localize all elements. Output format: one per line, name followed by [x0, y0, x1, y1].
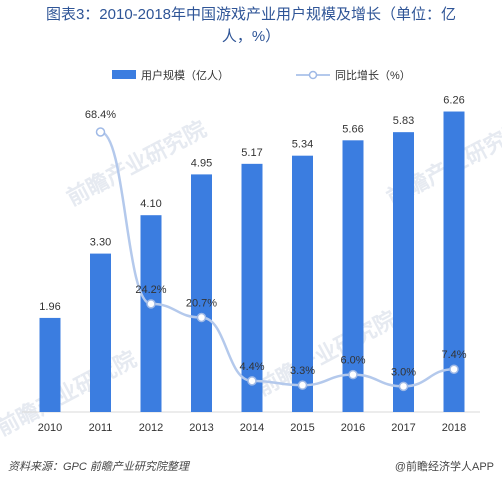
- x-tick-label: 2014: [240, 422, 264, 434]
- bar-value-label: 6.26: [443, 95, 464, 107]
- growth-value-label: 7.4%: [441, 349, 466, 361]
- growth-point: [247, 376, 257, 386]
- growth-value-label: 3.0%: [391, 366, 416, 378]
- bar-value-label: 5.66: [342, 123, 363, 135]
- x-tick-label: 2018: [442, 422, 466, 434]
- legend-line-label: 同比增长（%）: [335, 68, 411, 82]
- bar: [140, 215, 162, 412]
- x-tick-label: 2017: [391, 422, 415, 434]
- growth-point: [348, 369, 358, 380]
- legend-line-marker: [308, 70, 318, 80]
- x-tick-label: 2016: [341, 422, 365, 434]
- brand-credit: @前瞻经济学人APP: [394, 461, 494, 473]
- x-tick-label: 2011: [89, 422, 113, 434]
- growth-point: [146, 299, 156, 309]
- bar: [342, 140, 364, 412]
- bar: [191, 174, 212, 412]
- x-tick-label: 2010: [38, 422, 62, 434]
- x-tick-label: 2013: [189, 422, 213, 434]
- bar-value-label: 5.83: [393, 115, 414, 127]
- bar: [241, 163, 263, 412]
- bar: [443, 111, 465, 413]
- growth-value-label: 68.4%: [85, 109, 116, 121]
- growth-value-label: 4.4%: [239, 361, 264, 373]
- bar-value-label: 3.30: [90, 237, 111, 249]
- growth-point: [449, 364, 459, 374]
- growth-value-label: 6.0%: [340, 355, 365, 367]
- watermark-text: 前瞻产业研究院: [0, 346, 141, 441]
- growth-point: [95, 127, 106, 137]
- chart-title-line2: 人，%）: [221, 28, 281, 45]
- growth-value-label: 3.3%: [290, 365, 315, 377]
- bar: [292, 155, 313, 412]
- x-tick-label: 2012: [139, 422, 163, 434]
- bar: [39, 317, 61, 412]
- growth-point: [398, 381, 409, 392]
- growth-value-label: 24.2%: [135, 284, 166, 296]
- source-note: 资料来源：GPC 前瞻产业研究院整理: [8, 461, 189, 473]
- legend-bar-label: 用户规模（亿人）: [141, 68, 229, 82]
- watermark-text: 前瞻产业研究院: [253, 306, 401, 401]
- bar-value-label: 5.17: [241, 147, 262, 159]
- growth-point: [196, 312, 207, 323]
- chart-title-line1: 图表3：2010-2018年中国游戏产业用户规模及增长（单位：亿: [45, 6, 457, 23]
- chart-title: 图表3：2010-2018年中国游戏产业用户规模及增长（单位：亿 人，%）: [0, 4, 502, 48]
- growth-point: [297, 380, 308, 390]
- bar-value-label: 5.34: [292, 139, 313, 151]
- bar-value-label: 4.10: [140, 198, 161, 210]
- bar-value-label: 4.95: [191, 157, 212, 169]
- x-tick-label: 2015: [290, 422, 314, 434]
- growth-value-label: 20.7%: [186, 298, 217, 310]
- bar-value-label: 1.96: [39, 301, 60, 313]
- bar: [393, 132, 414, 412]
- bar: [90, 253, 111, 412]
- legend-bar-swatch: [112, 70, 136, 79]
- watermark-text: 前瞻产业研究院: [63, 116, 211, 211]
